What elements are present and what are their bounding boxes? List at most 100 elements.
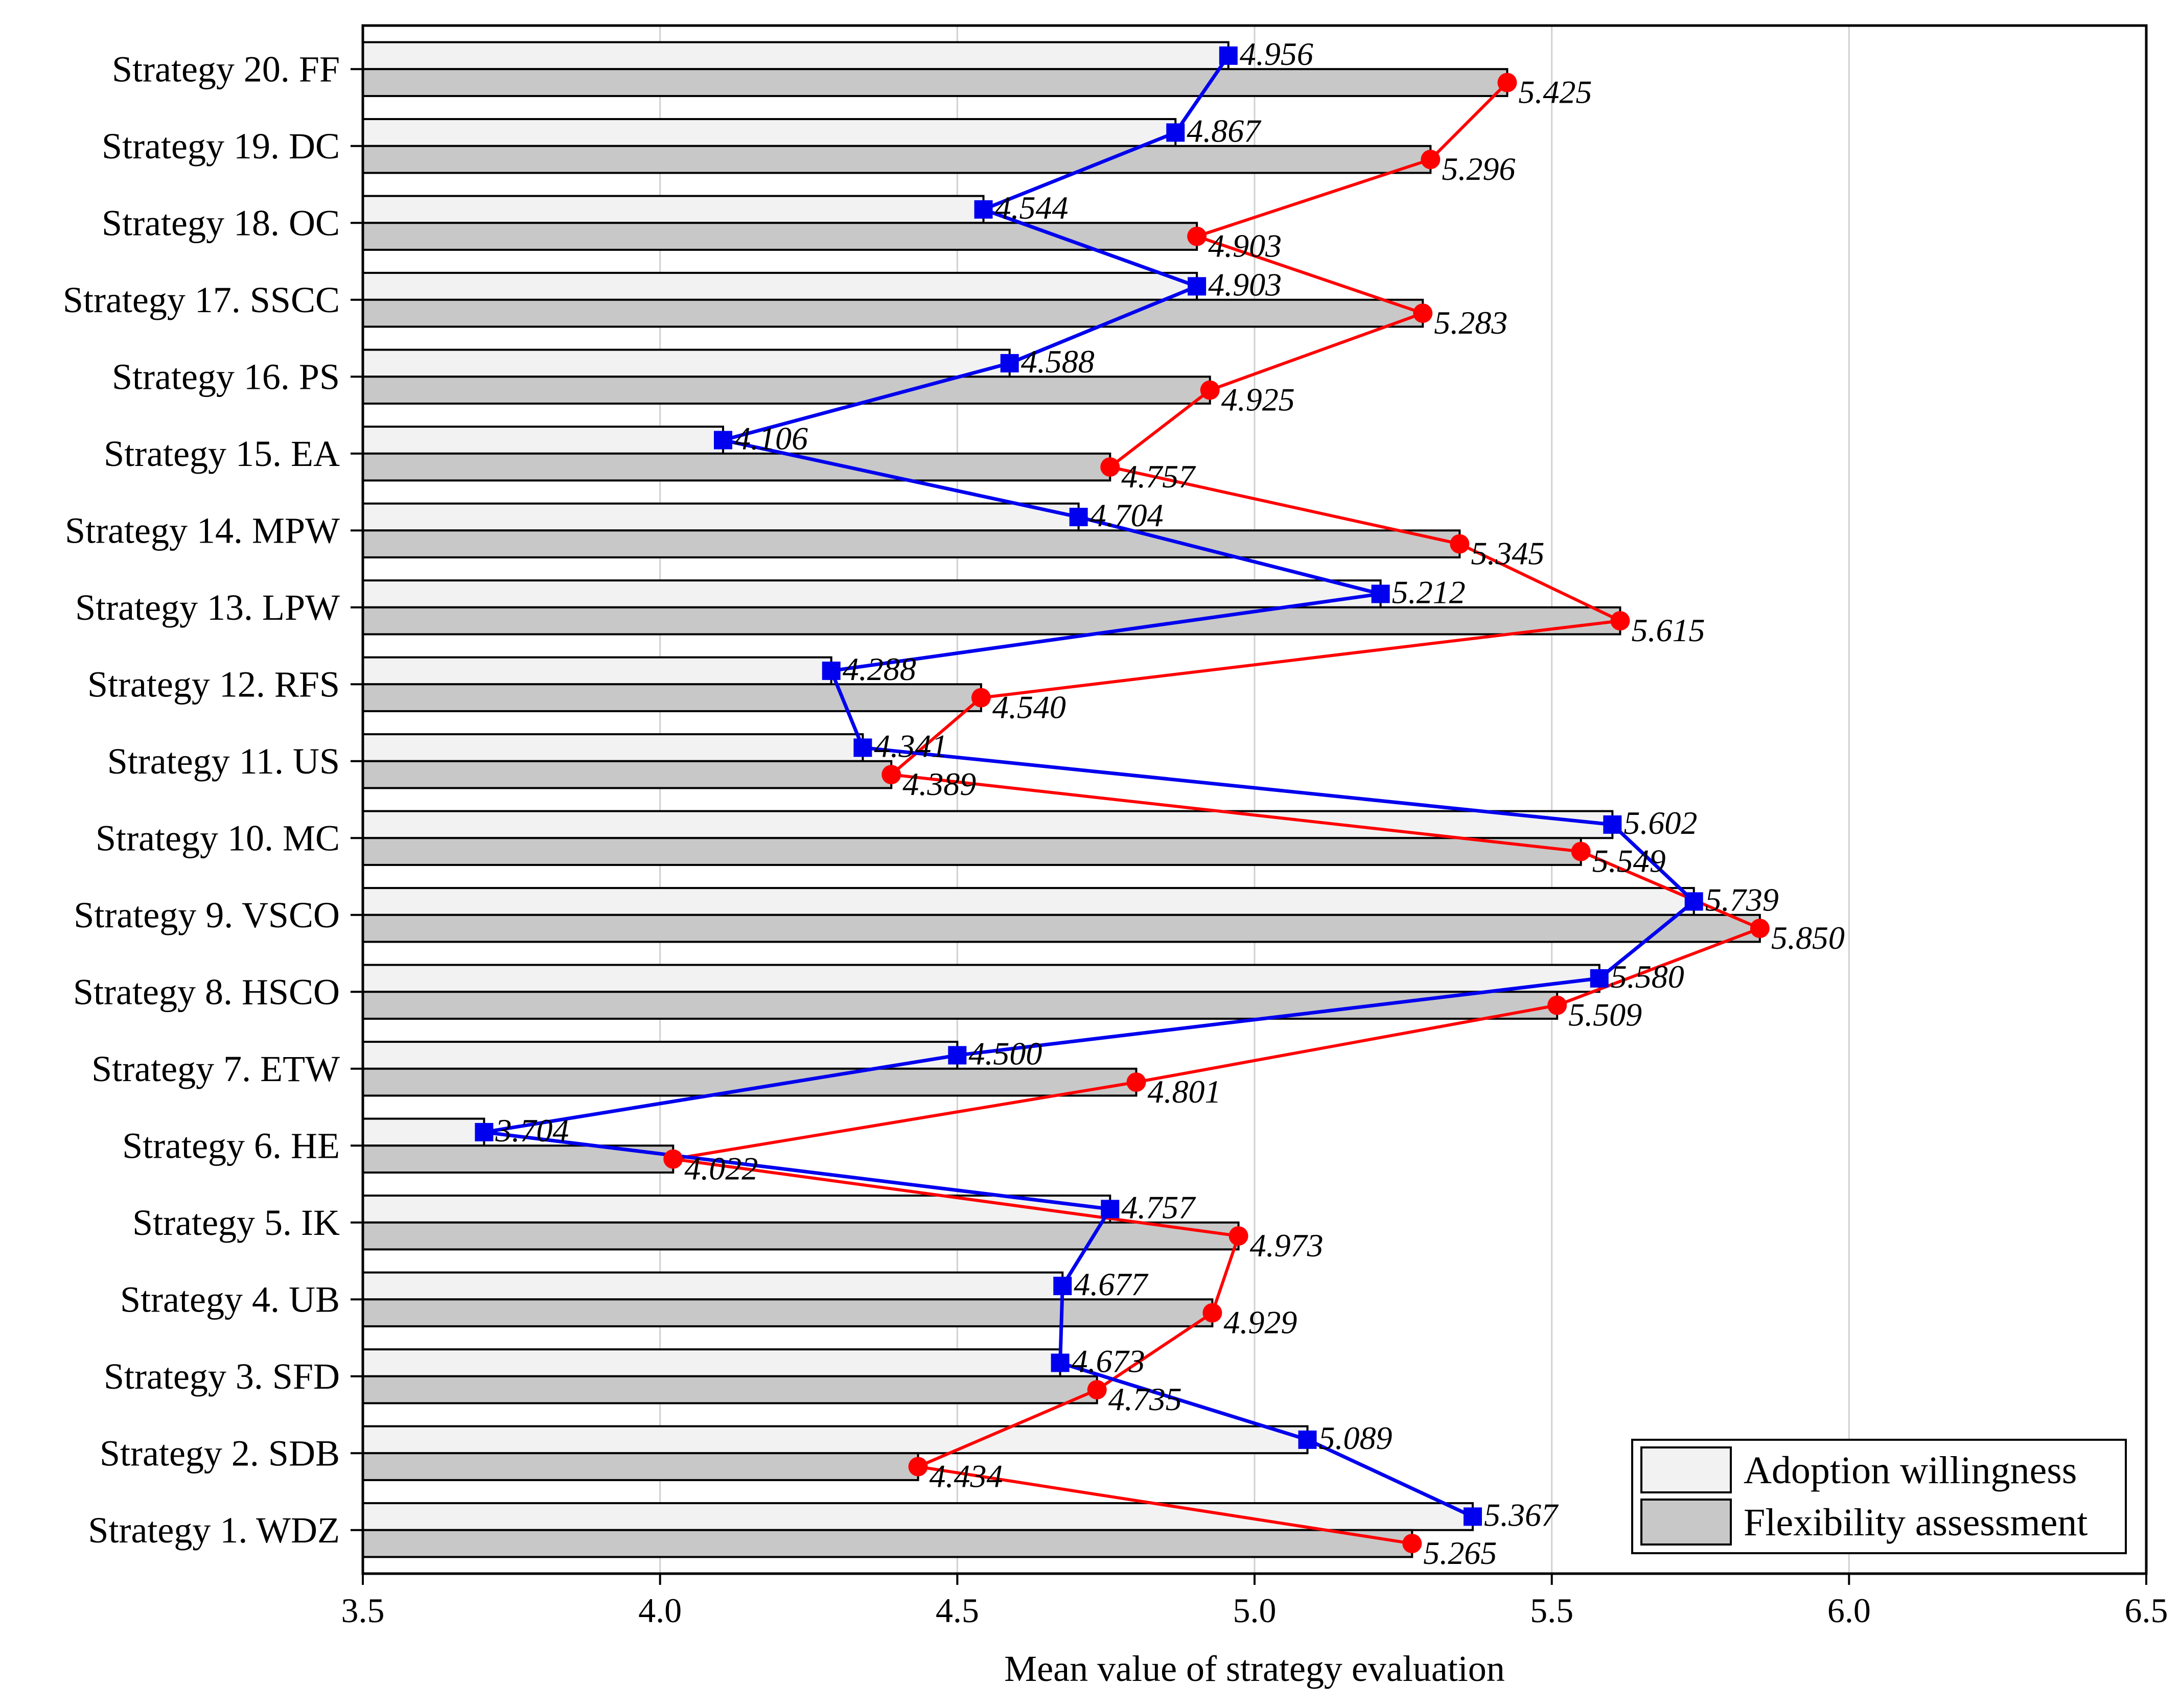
marker-flexibility-assessment — [1610, 611, 1630, 631]
category-label: Strategy 15. EA — [104, 433, 340, 474]
category-label: Strategy 19. DC — [102, 126, 340, 167]
x-tick-label: 5.5 — [1530, 1591, 1573, 1630]
bar-adoption-willingness — [362, 579, 1382, 609]
data-label-flexibility-assessment: 4.022 — [684, 1151, 758, 1187]
legend-label-adoption: Adoption willingness — [1744, 1449, 2077, 1492]
marker-flexibility-assessment — [1421, 150, 1441, 170]
axis-layer: 3.5 4.0 4.5 5.0 5.5 6.0 6.5 Strategy 20. FF Stra… — [63, 49, 2168, 1630]
data-label-adoption-willingness: 4.500 — [968, 1035, 1042, 1071]
bar-adoption-willingness — [362, 272, 1198, 301]
marker-flexibility-assessment — [882, 765, 901, 785]
data-label-flexibility-assessment: 5.425 — [1518, 74, 1592, 110]
marker-adoption-willingness — [1590, 969, 1609, 988]
category-label: Strategy 12. RFS — [87, 664, 340, 705]
category-label: Strategy 1. WDZ — [88, 1510, 340, 1551]
data-label-adoption-willingness: 4.341 — [874, 728, 947, 764]
data-label-flexibility-assessment: 5.345 — [1471, 535, 1544, 572]
legend-swatch-flexibility — [1640, 1499, 1732, 1546]
data-label-flexibility-assessment: 4.973 — [1250, 1227, 1324, 1264]
bar-adoption-willingness — [362, 195, 985, 224]
data-label-adoption-willingness: 3.704 — [495, 1112, 569, 1149]
bar-adoption-willingness — [362, 41, 1230, 71]
marker-flexibility-assessment — [1200, 380, 1220, 400]
bar-flexibility-assessment — [362, 68, 1509, 97]
x-tick-label: 5.0 — [1233, 1591, 1277, 1630]
bar-adoption-willingness — [362, 656, 832, 686]
x-tick-label: 3.5 — [341, 1591, 385, 1630]
data-label-flexibility-assessment: 4.801 — [1147, 1073, 1221, 1110]
data-label-adoption-willingness: 4.288 — [843, 651, 916, 687]
category-label: Strategy 6. HE — [122, 1125, 340, 1166]
data-label-adoption-willingness: 5.739 — [1705, 881, 1779, 918]
data-label-flexibility-assessment: 4.389 — [902, 766, 976, 802]
marker-flexibility-assessment — [1126, 1072, 1146, 1092]
data-label-flexibility-assessment: 5.296 — [1442, 151, 1515, 187]
bar-adoption-willingness — [362, 348, 1011, 378]
category-label: Strategy 18. OC — [102, 202, 340, 243]
marker-adoption-willingness — [1463, 1507, 1482, 1526]
marker-adoption-willingness — [1069, 507, 1088, 526]
bar-flexibility-assessment — [362, 760, 893, 789]
marker-adoption-willingness — [948, 1046, 967, 1065]
marker-flexibility-assessment — [1187, 226, 1207, 246]
marker-adoption-willingness — [822, 661, 841, 680]
data-label-adoption-willingness: 4.106 — [734, 420, 808, 456]
marker-adoption-willingness — [1166, 123, 1185, 142]
lines-layer — [483, 54, 1764, 1546]
line-adoption-willingness — [483, 54, 1697, 1518]
category-label: Strategy 16. PS — [112, 356, 340, 397]
bar-flexibility-assessment — [362, 914, 1761, 943]
bar-adoption-willingness — [362, 1117, 485, 1147]
data-label-adoption-willingness: 5.212 — [1392, 574, 1466, 610]
category-label: Strategy 11. US — [107, 741, 340, 782]
marker-adoption-willingness — [1684, 892, 1703, 911]
marker-flexibility-assessment — [1100, 457, 1120, 477]
bar-adoption-willingness — [362, 887, 1695, 916]
x-tick-label: 4.0 — [638, 1591, 682, 1630]
data-label-flexibility-assessment: 5.283 — [1434, 305, 1508, 341]
bar-flexibility-assessment — [362, 376, 1211, 405]
data-label-flexibility-assessment: 4.929 — [1223, 1304, 1297, 1341]
marker-flexibility-assessment — [1202, 1303, 1222, 1323]
data-label-adoption-willingness: 4.903 — [1208, 266, 1282, 302]
marker-flexibility-assessment — [1228, 1226, 1248, 1246]
data-label-adoption-willingness: 4.956 — [1240, 36, 1313, 72]
bar-adoption-willingness — [362, 118, 1177, 147]
category-label: Strategy 4. UB — [120, 1279, 340, 1320]
data-label-flexibility-assessment: 4.540 — [992, 689, 1066, 726]
data-label-adoption-willingness: 4.673 — [1072, 1343, 1145, 1379]
data-label-flexibility-assessment: 4.903 — [1208, 228, 1282, 264]
data-label-flexibility-assessment: 4.757 — [1121, 458, 1196, 495]
data-label-adoption-willingness: 4.757 — [1121, 1189, 1196, 1225]
markers-layer — [475, 46, 1770, 1554]
bar-adoption-willingness — [362, 1425, 1309, 1455]
marker-flexibility-assessment — [1571, 841, 1591, 861]
marker-adoption-willingness — [1188, 277, 1207, 296]
data-label-flexibility-assessment: 4.925 — [1221, 382, 1295, 418]
data-label-adoption-willingness: 5.367 — [1484, 1496, 1559, 1533]
bar-flexibility-assessment — [362, 1298, 1214, 1327]
bar-flexibility-assessment — [362, 1452, 919, 1481]
legend-label-flexibility: Flexibility assessment — [1744, 1501, 2088, 1544]
category-label: Strategy 13. LPW — [75, 587, 340, 628]
bar-adoption-willingness — [362, 426, 724, 455]
bar-flexibility-assessment — [362, 145, 1432, 174]
x-axis-title: Mean value of strategy evaluation — [1004, 1648, 1505, 1689]
marker-adoption-willingness — [974, 200, 993, 219]
bar-flexibility-assessment — [362, 683, 982, 712]
x-tick-label: 6.0 — [1827, 1591, 1871, 1630]
marker-adoption-willingness — [1053, 1276, 1072, 1295]
marker-flexibility-assessment — [1450, 534, 1470, 554]
marker-flexibility-assessment — [908, 1457, 928, 1477]
marker-adoption-willingness — [1219, 46, 1238, 65]
marker-adoption-willingness — [713, 431, 732, 450]
bar-flexibility-assessment — [362, 991, 1559, 1020]
bar-flexibility-assessment — [362, 1375, 1098, 1405]
bar-flexibility-assessment — [362, 1067, 1138, 1097]
data-label-flexibility-assessment: 4.434 — [930, 1458, 1003, 1494]
x-tick-label: 4.5 — [936, 1591, 979, 1630]
line-flexibility-assessment — [672, 81, 1764, 1546]
category-label: Strategy 20. FF — [112, 49, 340, 89]
